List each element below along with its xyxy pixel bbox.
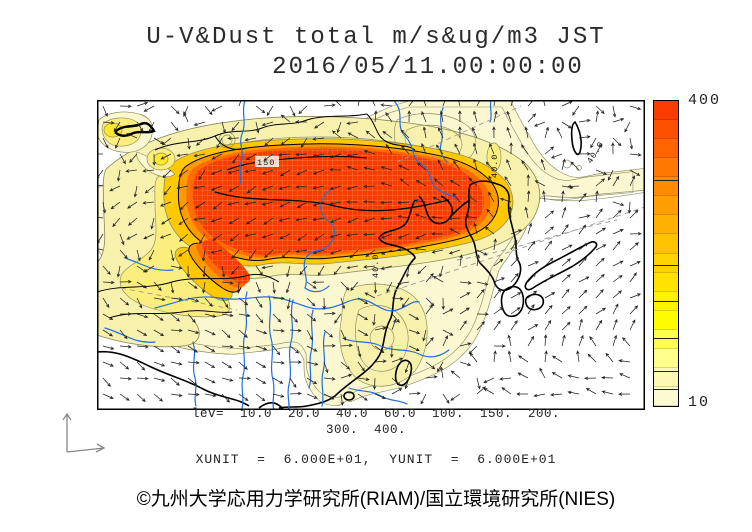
colorbar-segment xyxy=(654,253,678,273)
colorbar-segment xyxy=(654,386,678,406)
colorbar-segment xyxy=(654,101,678,121)
colorbar-segment xyxy=(654,196,678,216)
contour-levels-line2: 300. 400. xyxy=(325,423,406,437)
colorbar-level-line xyxy=(654,337,678,339)
copyright-text: ©九州大学応用力学研究所(RIAM)/国立環境研究所(NIES) xyxy=(136,489,616,510)
colorbar-segment xyxy=(654,367,678,387)
colorbar-max-label: 400 xyxy=(688,92,722,109)
colorbar-segment xyxy=(654,348,678,368)
contour-levels-line1: lev= 10.0 20.0 40.0 60.0 100. 150. 200. xyxy=(191,407,561,421)
colorbar-segment xyxy=(654,158,678,178)
map-plot-area: 150 40.0 40.0 40.0 xyxy=(97,100,645,410)
colorbar-segment xyxy=(654,139,678,159)
axis-orientation-arrows xyxy=(62,412,106,453)
colorbar-segment xyxy=(654,329,678,349)
map-border xyxy=(97,100,645,410)
wind-vector-arrows xyxy=(97,100,642,406)
dust-map: 150 40.0 40.0 40.0 xyxy=(97,100,645,410)
vector-units-line: XUNIT = 6.000E+01, YUNIT = 6.000E+01 xyxy=(195,452,557,467)
wind-arrow-paths xyxy=(97,100,642,406)
x-axis-arrow xyxy=(66,443,106,453)
dust-contour-fill-level300 xyxy=(193,148,484,284)
colorbar-min-label: 10 xyxy=(688,394,711,411)
y-axis-arrow xyxy=(62,412,72,452)
colorbar-level-line xyxy=(654,371,678,373)
colorbar-segment xyxy=(654,120,678,140)
contour-label-40-a: 40.0 xyxy=(490,154,500,178)
contour-label-150: 150 xyxy=(257,158,275,168)
rivers xyxy=(104,100,492,410)
colorbar-segment xyxy=(654,310,678,330)
colorbar-level-line xyxy=(654,265,678,267)
colorbar xyxy=(653,100,679,407)
dashed-gridlines xyxy=(120,105,645,311)
colorbar-level-line xyxy=(654,301,678,303)
colorbar-segment xyxy=(654,234,678,254)
colorbar-segment xyxy=(654,177,678,197)
contour-line-inner-black xyxy=(214,191,450,212)
chart-title: U-V&Dust total m/s&ug/m3 JST xyxy=(146,24,606,51)
colorbar-level-line xyxy=(654,179,678,181)
contour-line-150 xyxy=(226,155,368,171)
chart-timestamp: 2016/05/11.00:00:00 xyxy=(272,54,584,81)
colorbar-segment xyxy=(654,215,678,235)
colorbar-segment xyxy=(654,272,678,292)
colorbar-level-line xyxy=(654,388,678,390)
contour-label-40-c: 40.0 xyxy=(371,254,381,278)
